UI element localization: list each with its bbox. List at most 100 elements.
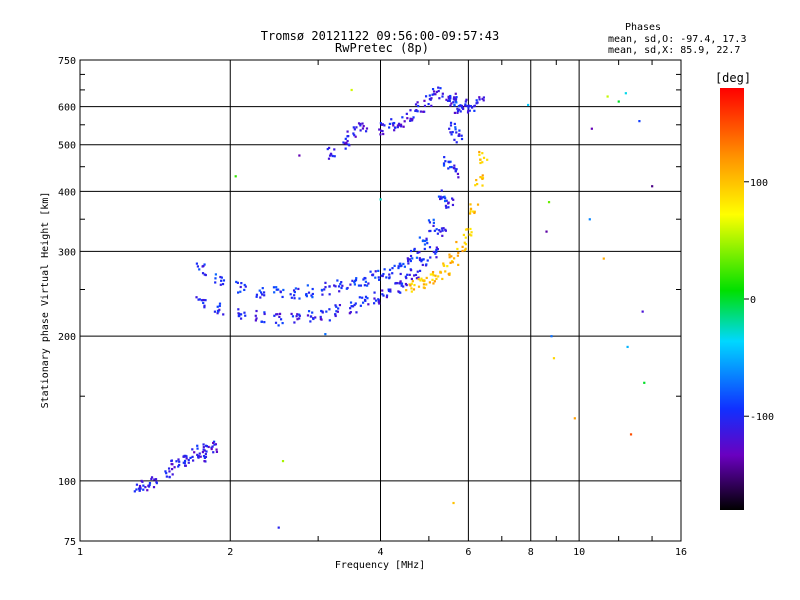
data-point [203, 304, 206, 307]
data-point [219, 283, 222, 286]
data-point [435, 250, 438, 254]
data-point [467, 109, 470, 112]
data-point [405, 112, 408, 115]
data-point [382, 272, 385, 276]
data-point [452, 97, 455, 100]
data-point [446, 265, 449, 268]
scatter-points [133, 86, 654, 529]
data-point [399, 123, 403, 126]
data-point [153, 478, 156, 481]
data-point [336, 279, 339, 282]
data-point [443, 199, 447, 203]
data-point [310, 294, 313, 297]
data-point [354, 278, 358, 282]
data-point [442, 264, 445, 267]
data-point [167, 467, 171, 470]
data-point [389, 288, 392, 291]
data-point [150, 476, 154, 479]
data-point [377, 269, 380, 272]
data-point [177, 458, 180, 461]
data-point [473, 210, 476, 213]
y-tick-label: 100 [58, 477, 76, 488]
data-point [388, 122, 391, 126]
data-point [449, 94, 452, 98]
data-point [361, 301, 365, 304]
data-point [400, 284, 403, 287]
data-point [467, 106, 470, 109]
data-point [352, 132, 355, 135]
data-point [453, 111, 457, 115]
data-point [361, 122, 364, 125]
colorbar [720, 88, 744, 510]
data-point [450, 133, 453, 136]
data-point [344, 147, 347, 150]
colorbar-ticks: 100 0 -100 [744, 178, 774, 423]
data-point [461, 245, 464, 248]
data-point [336, 310, 339, 313]
data-point [291, 315, 295, 318]
data-point [197, 298, 200, 301]
data-point [409, 254, 413, 258]
data-point [481, 97, 484, 101]
data-point [475, 99, 478, 102]
data-point [425, 263, 428, 266]
data-point [371, 274, 374, 277]
data-point [189, 456, 192, 460]
data-point [476, 182, 479, 186]
data-point [380, 274, 383, 277]
data-point [458, 108, 461, 111]
data-point [441, 95, 444, 98]
y-tick-label: 300 [58, 247, 76, 258]
data-point [641, 310, 644, 313]
data-point [456, 247, 459, 251]
data-point [296, 318, 299, 321]
data-point [455, 96, 458, 99]
data-point [469, 227, 472, 231]
data-point [349, 283, 352, 286]
data-point [432, 282, 435, 285]
data-point [214, 273, 217, 276]
data-point [367, 303, 370, 306]
data-point [334, 304, 337, 307]
data-point [202, 446, 205, 449]
data-point [377, 300, 381, 303]
data-point [464, 100, 467, 103]
data-point [472, 210, 475, 213]
data-point [469, 207, 473, 210]
data-point [215, 448, 218, 451]
data-point [460, 134, 463, 137]
data-point [459, 110, 462, 113]
data-point [470, 231, 473, 234]
data-point [428, 221, 432, 224]
data-point [455, 141, 458, 144]
data-point [449, 131, 452, 134]
data-point [178, 460, 181, 463]
data-point [473, 109, 476, 112]
data-point [404, 282, 408, 286]
data-point [414, 103, 418, 106]
data-point [481, 177, 484, 181]
data-point [170, 462, 173, 466]
data-point [430, 104, 433, 107]
data-point [346, 130, 349, 133]
data-point [423, 239, 427, 243]
data-point [204, 444, 208, 447]
data-point [428, 94, 431, 97]
data-point [454, 170, 457, 173]
data-point [421, 239, 424, 243]
data-point [328, 308, 331, 311]
data-point [437, 195, 441, 198]
data-point [424, 95, 428, 98]
data-point [295, 315, 298, 318]
data-point [469, 105, 473, 108]
data-point [444, 160, 447, 163]
data-point [349, 301, 353, 304]
data-point [466, 104, 469, 108]
data-point [388, 126, 391, 129]
data-point [366, 297, 369, 300]
data-point [475, 102, 478, 105]
data-point [478, 96, 481, 99]
data-point [408, 258, 411, 261]
data-point [261, 287, 264, 290]
data-point [418, 257, 421, 260]
